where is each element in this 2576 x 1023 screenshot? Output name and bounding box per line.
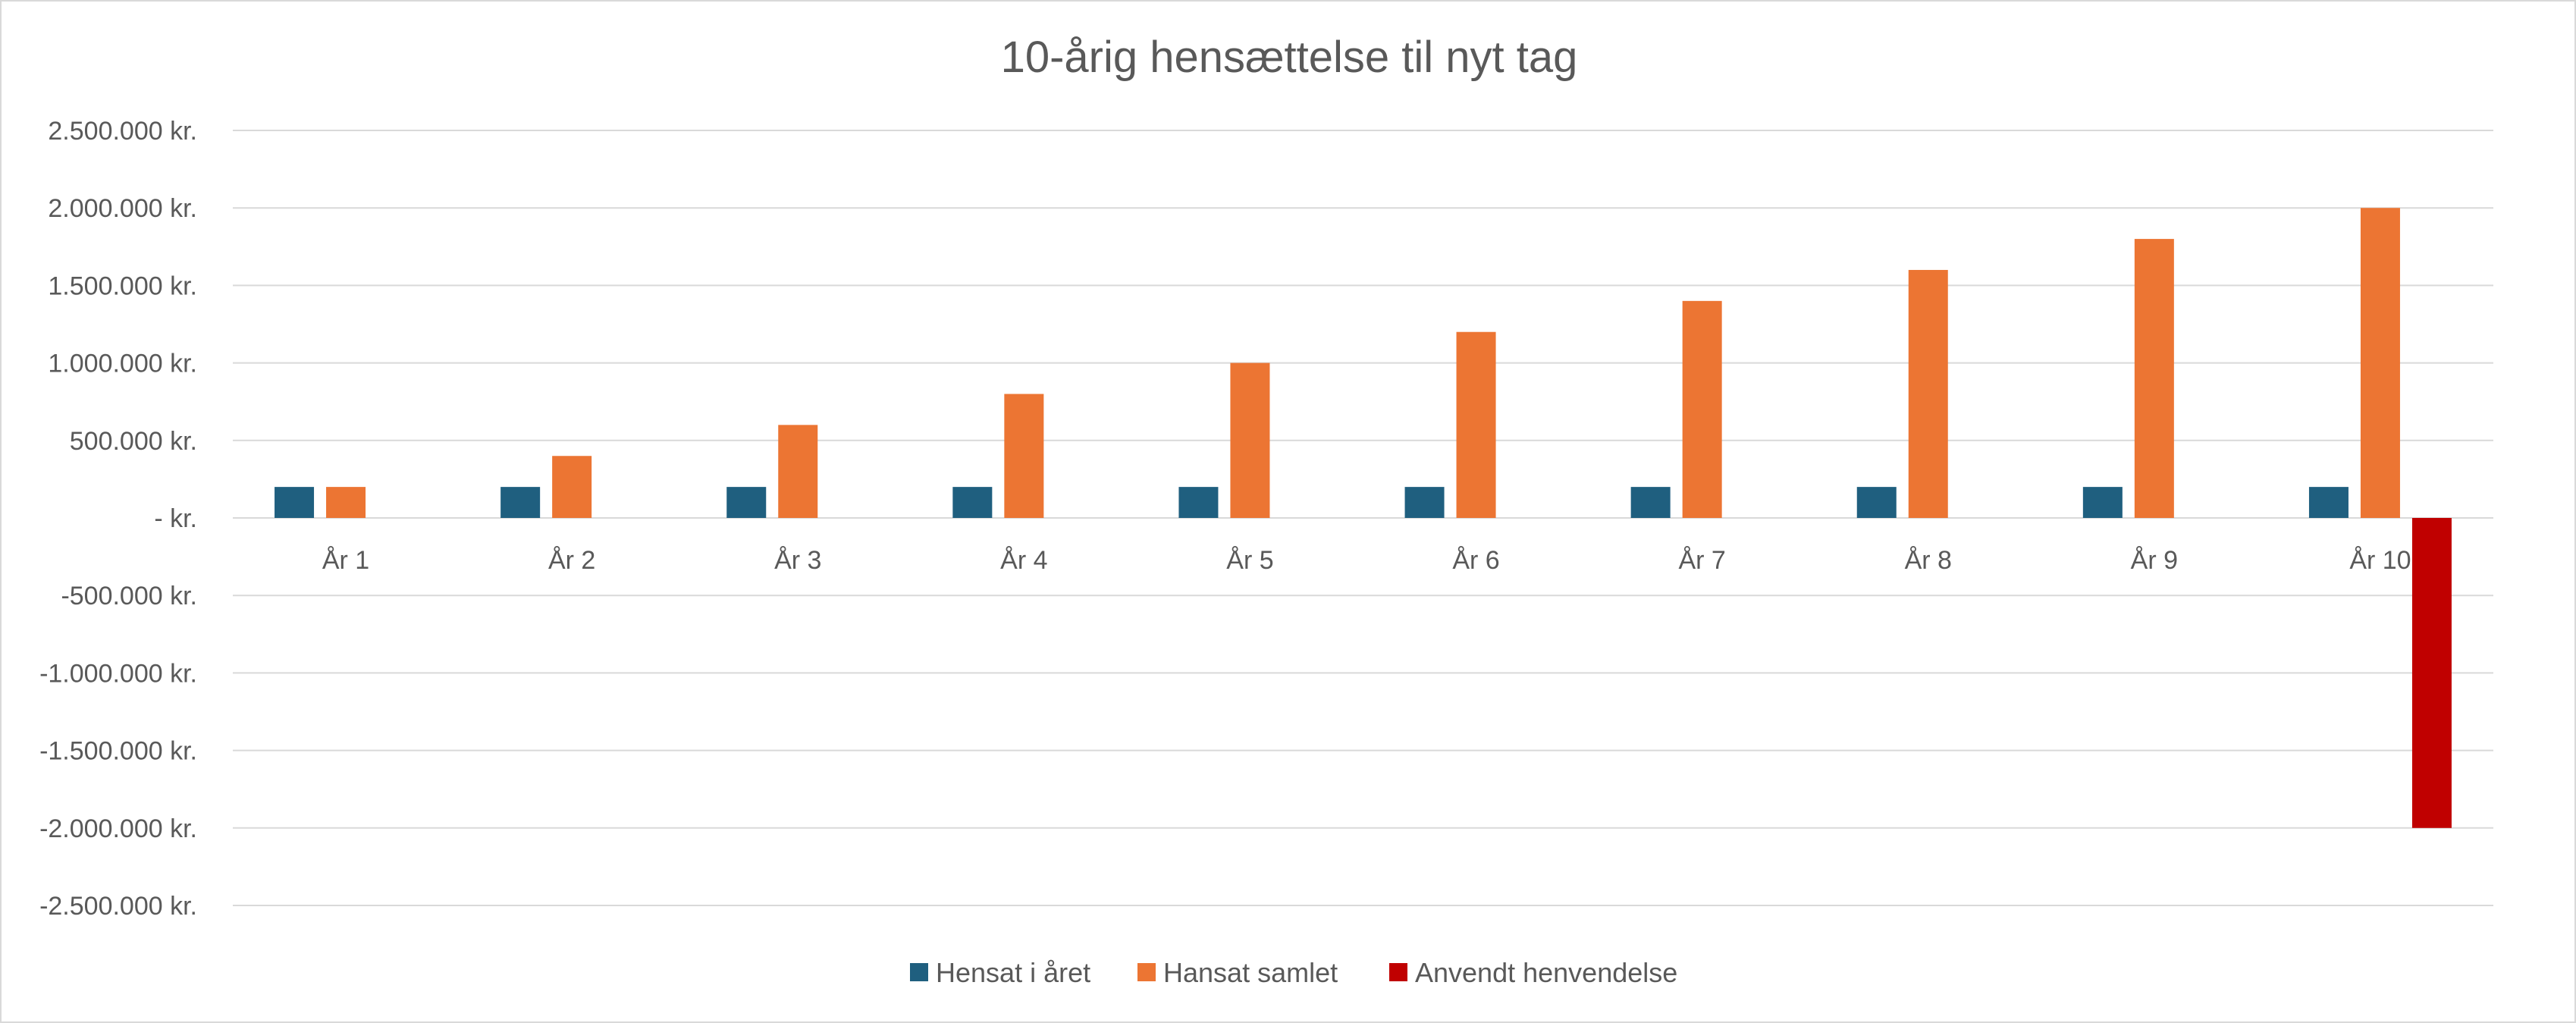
bar-hensat-i-året-4: [952, 487, 993, 518]
bar-hansat-samlet-4: [1004, 394, 1044, 518]
bar-hansat-samlet-2: [552, 456, 592, 518]
legend-swatch: [910, 963, 928, 981]
legend-label: Hansat samlet: [1163, 957, 1338, 988]
bar-hansat-samlet-1: [326, 487, 366, 518]
y-tick-label: -500.000 kr.: [61, 582, 197, 610]
grid-layer: [233, 130, 2493, 906]
y-tick-label: -1.000.000 kr.: [39, 659, 197, 688]
y-axis-ticks: 2.500.000 kr. 2.000.000 kr. 1.500.000 kr. 1…: [39, 117, 197, 921]
bar-hensat-i-året-3: [726, 487, 767, 518]
x-tick-label: År 9: [2131, 546, 2178, 575]
x-tick-label: År 6: [1452, 546, 1499, 575]
bar-hensat-i-året-8: [1856, 487, 1897, 518]
bar-hensat-i-året-6: [1404, 487, 1445, 518]
bar-hensat-i-året-9: [2082, 487, 2123, 518]
x-tick-label: År 4: [1000, 546, 1047, 575]
x-axis-ticks: År 1 År 2 År 3 År 4 År 5 År 6 År 7 År 8 År 9 År 1…: [322, 546, 2411, 575]
y-tick-label: 500.000 kr.: [70, 427, 197, 456]
bar-hansat-samlet-8: [1908, 269, 1948, 518]
bar-hensat-i-året-2: [500, 487, 541, 518]
bar-hansat-samlet-7: [1682, 300, 1722, 518]
x-tick-label: År 3: [774, 546, 821, 575]
bar-hansat-samlet-10: [2360, 208, 2400, 518]
x-tick-label: År 7: [1678, 546, 1725, 575]
bars-layer: [275, 208, 2452, 828]
y-tick-label: -1.500.000 kr.: [39, 737, 197, 766]
y-tick-label: 2.500.000 kr.: [48, 117, 197, 146]
x-tick-label: År 5: [1226, 546, 1273, 575]
bar-hensat-i-året-5: [1178, 487, 1219, 518]
y-tick-label: 2.000.000 kr.: [48, 194, 197, 223]
legend-label: Anvendt henvendelse: [1415, 957, 1677, 988]
bar-hansat-samlet-5: [1230, 362, 1270, 518]
y-tick-label: 1.000.000 kr.: [48, 350, 197, 378]
y-tick-label: -2.000.000 kr.: [39, 814, 197, 843]
legend-swatch: [1137, 963, 1156, 981]
bar-hansat-samlet-3: [778, 425, 818, 518]
chart-title: 10-årig hensættelse til nyt tag: [1001, 33, 1578, 82]
x-tick-label: År 1: [322, 546, 369, 575]
x-tick-label: År 2: [548, 546, 595, 575]
legend-label: Hensat i året: [936, 957, 1090, 988]
bar-hansat-samlet-9: [2134, 239, 2174, 518]
x-tick-label: År 8: [1905, 546, 1952, 575]
bar-hensat-i-året-1: [275, 487, 315, 518]
bar-anvendt-henvendelse-10: [2411, 518, 2452, 828]
y-tick-label: 1.500.000 kr.: [48, 271, 197, 300]
y-tick-label: - kr.: [154, 504, 197, 533]
x-tick-label: År 10: [2349, 546, 2411, 575]
legend-swatch: [1389, 963, 1407, 981]
bar-hensat-i-året-7: [1630, 487, 1671, 518]
legend: Hensat i året Hansat samlet Anvendt henven…: [910, 957, 1677, 988]
y-tick-label: -2.500.000 kr.: [39, 892, 197, 921]
bar-hensat-i-året-10: [2308, 487, 2349, 518]
bar-hansat-samlet-6: [1456, 331, 1496, 518]
